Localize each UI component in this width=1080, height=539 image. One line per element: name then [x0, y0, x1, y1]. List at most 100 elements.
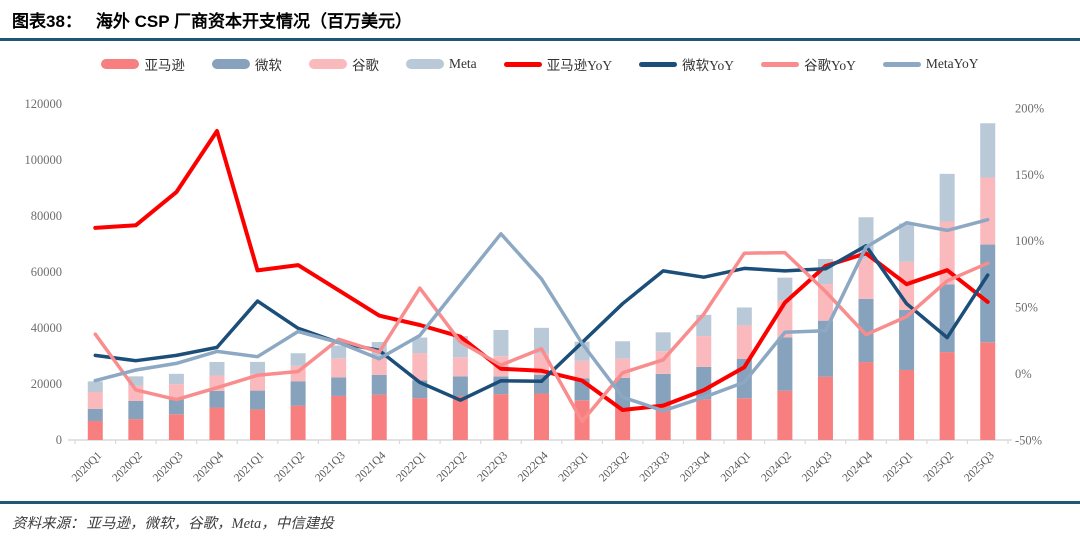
microsoft-bar-2025Q1 [899, 310, 915, 370]
meta-bar-2021Q2 [290, 353, 306, 366]
google-bar-2021Q4 [371, 357, 387, 375]
x-axis-label-2023Q1: 2023Q1 [556, 449, 591, 484]
legend-item-google-yoy: 谷歌YoY [761, 54, 856, 74]
amazon-bar-2024Q4 [858, 362, 874, 440]
meta-bar-2021Q1 [250, 361, 266, 374]
legend-item-microsoft-yoy: 微软YoY [639, 54, 734, 74]
meta-bar-2020Q3 [168, 373, 184, 385]
meta-bar-2022Q1 [412, 337, 428, 354]
amazon-bar-2024Q1 [736, 398, 752, 440]
legend-label-meta: Meta [448, 56, 477, 71]
x-axis-label-2023Q3: 2023Q3 [638, 449, 673, 484]
x-axis-label-2023Q4: 2023Q4 [678, 449, 713, 484]
microsoft-bar-2024Q3 [817, 320, 833, 377]
x-axis-label-2025Q1: 2025Q1 [881, 449, 916, 484]
x-axis-label-2021Q1: 2021Q1 [232, 449, 267, 484]
microsoft-bar-2023Q2 [615, 377, 631, 408]
left-axis-tick-120000: 120000 [25, 97, 63, 111]
meta-bar-2022Q3 [493, 329, 509, 357]
amazon-bar-2020Q1 [87, 420, 103, 440]
amazon-bar-2023Q3 [655, 405, 671, 440]
amazon-bar-2022Q2 [452, 395, 468, 440]
microsoft-bar-2025Q2 [939, 284, 955, 353]
right-axis-tick-0: 0% [1015, 367, 1032, 381]
x-axis-label-2020Q3: 2020Q3 [151, 449, 186, 484]
left-axis-tick-80000: 80000 [31, 209, 62, 223]
amazon-bar-2025Q3 [980, 342, 996, 440]
meta-bar-2020Q1 [87, 381, 103, 392]
amazon-bar-2022Q4 [534, 393, 549, 440]
legend-label-meta-yoy: MetaYoY [925, 56, 979, 71]
google-yoy-swatch-icon [761, 61, 799, 67]
google-bar-2022Q1 [412, 353, 428, 381]
meta-bar-2024Q2 [777, 277, 793, 301]
right-axis-tick-50: 50% [1015, 301, 1038, 315]
microsoft-bar-2020Q1 [87, 408, 103, 421]
figure-title-row: 图表38： 海外 CSP 厂商资本开支情况（百万美元） [0, 0, 1080, 38]
microsoft-bar-2022Q2 [452, 376, 468, 396]
x-axis-label-2022Q3: 2022Q3 [475, 449, 510, 484]
amazon-bar-2025Q1 [899, 369, 915, 440]
x-axis-label-2022Q1: 2022Q1 [394, 449, 429, 484]
x-axis-label-2021Q4: 2021Q4 [354, 449, 389, 484]
chart-svg: 0 20000 40000 60000 80000 100000 120000 -50% 0% 5… [25, 97, 1045, 484]
microsoft-bar-2025Q3 [980, 244, 996, 343]
x-axis-label-2024Q3: 2024Q3 [800, 449, 835, 484]
x-axis-label-2021Q2: 2021Q2 [273, 449, 308, 484]
x-axis-label-2022Q2: 2022Q2 [435, 449, 470, 484]
x-axis-label-2023Q2: 2023Q2 [597, 449, 632, 484]
google-bar-2020Q3 [168, 384, 184, 400]
legend-label-amazon: 亚马逊 [144, 58, 185, 73]
left-axis-tick-100000: 100000 [25, 153, 63, 167]
google-bar-2024Q1 [736, 325, 752, 360]
amazon-bar-2022Q3 [493, 394, 509, 440]
x-axis-label-2020Q2: 2020Q2 [110, 449, 145, 484]
left-axis-tick-40000: 40000 [31, 321, 62, 335]
source-row: 资料来源： 亚马逊，微软，谷歌，Meta，中信建投 [0, 504, 1080, 533]
meta-bar-2025Q1 [899, 223, 915, 262]
google-bar-2022Q2 [452, 357, 468, 377]
legend-label-google: 谷歌 [351, 58, 379, 73]
figure-footer: 资料来源： 亚马逊，微软，谷歌，Meta，中信建投 [0, 501, 1080, 533]
microsoft-bar-2021Q4 [371, 374, 387, 395]
microsoft-bar-2021Q3 [331, 377, 347, 396]
capex-chart: 0 20000 40000 60000 80000 100000 120000 -50% 0% 5… [25, 97, 1045, 484]
legend-item-google: 谷歌 [308, 54, 379, 74]
figure-header: 图表38： 海外 CSP 厂商资本开支情况（百万美元） [0, 0, 1080, 41]
microsoft-bar-2020Q4 [209, 390, 225, 408]
microsoft-bar-2024Q4 [858, 298, 874, 363]
microsoft-bar-2021Q2 [290, 381, 306, 406]
google-bar-2021Q3 [331, 358, 347, 378]
meta-bar-2025Q2 [939, 173, 955, 222]
left-axis-tick-0: 0 [56, 433, 62, 447]
figure-number-label: 图表38： [12, 12, 82, 31]
google-swatch-icon [308, 59, 347, 69]
source-prefix: 资料来源： [12, 516, 85, 532]
microsoft-yoy-swatch-icon [639, 61, 678, 67]
microsoft-swatch-icon [211, 59, 250, 69]
amazon-bar-2021Q4 [371, 394, 387, 440]
amazon-bar-2021Q2 [290, 405, 306, 440]
amazon-bar-2024Q3 [817, 376, 833, 440]
meta-bar-2025Q3 [980, 123, 996, 178]
meta-bar-2020Q4 [209, 361, 225, 376]
google-bar-2025Q2 [939, 221, 955, 285]
amazon-bar-2025Q2 [939, 352, 955, 440]
title-divider-rule [0, 38, 1080, 41]
legend-item-amazon: 亚马逊 [101, 54, 185, 74]
google-bar-2025Q3 [980, 177, 996, 245]
amazon-bar-2020Q4 [209, 407, 225, 440]
meta-bar-2024Q1 [736, 307, 752, 326]
meta-bar-2023Q3 [655, 332, 671, 352]
meta-bar-2022Q4 [534, 327, 549, 354]
amazon-bar-2024Q2 [777, 390, 793, 440]
amazon-bar-2021Q1 [250, 409, 266, 440]
meta-swatch-icon [405, 59, 444, 69]
google-bar-2023Q1 [574, 360, 590, 379]
x-axis-label-2024Q1: 2024Q1 [719, 449, 754, 484]
google-bar-2020Q1 [87, 391, 103, 409]
microsoft-bar-2023Q3 [655, 373, 671, 406]
source-text: 亚马逊，微软，谷歌，Meta，中信建投 [86, 516, 334, 532]
x-axis-label-2024Q4: 2024Q4 [840, 449, 875, 484]
legend-item-amazon-yoy: 亚马逊YoY [503, 54, 612, 74]
